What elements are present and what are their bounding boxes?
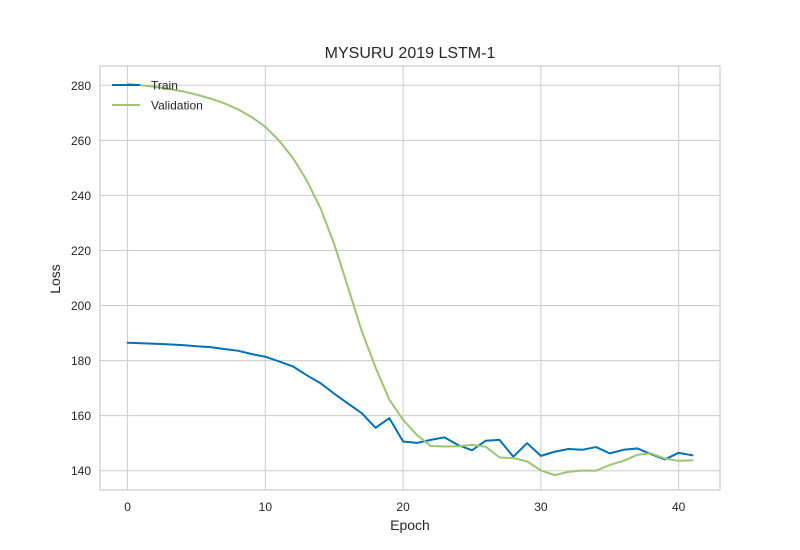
y-axis-label: Loss: [47, 264, 63, 294]
x-tick-label: 20: [396, 500, 410, 514]
x-tick-label: 10: [259, 500, 273, 514]
grid: [100, 66, 720, 490]
plot-area: [99, 65, 721, 491]
legend-label-train: Train: [151, 79, 178, 93]
x-ticks: 0 10 20 30 40: [124, 500, 685, 514]
series-lines: [126, 82, 694, 477]
legend: Train Validation: [112, 79, 203, 113]
y-tick-label: 280: [71, 79, 91, 93]
chart-title: MYSURU 2019 LSTM-1: [325, 45, 496, 62]
x-tick-label: 0: [124, 500, 131, 514]
x-axis-label: Epoch: [390, 517, 430, 533]
legend-label-validation: Validation: [151, 99, 203, 113]
x-tick-label: 30: [534, 500, 548, 514]
y-tick-label: 160: [71, 409, 91, 423]
y-ticks: 140 160 180 200 220 240 260 280: [71, 79, 91, 478]
y-tick-label: 200: [71, 299, 91, 313]
y-tick-label: 140: [71, 464, 91, 478]
y-tick-label: 180: [71, 354, 91, 368]
x-tick-label: 40: [672, 500, 686, 514]
series-line-train: [126, 341, 694, 461]
y-tick-label: 240: [71, 189, 91, 203]
y-tick-label: 220: [71, 244, 91, 258]
series-line-validation: [126, 82, 694, 477]
y-tick-label: 260: [71, 134, 91, 148]
